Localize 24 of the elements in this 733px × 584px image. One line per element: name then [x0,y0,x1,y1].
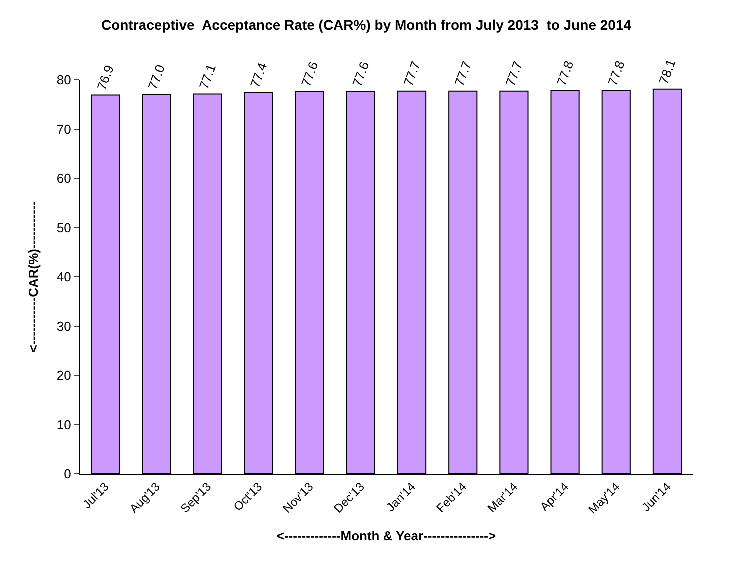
data-label: 77.7 [452,59,474,88]
data-label: 76.9 [94,63,117,92]
data-label: 77.0 [145,62,168,92]
y-tick-label: 40 [56,270,72,285]
data-label: 77.6 [298,60,322,89]
data-label: 77.6 [350,60,372,89]
y-tick-label: 50 [56,220,72,236]
data-label: 77.4 [247,60,270,90]
y-tick-label: 0 [64,466,72,482]
x-axis-title: <-------------Month & Year---------------> [276,528,497,544]
y-tick-label: 30 [56,318,72,334]
data-label: 77.8 [554,58,577,88]
y-tick-label: 10 [56,417,72,432]
data-label: 77.7 [502,59,526,88]
data-label: 77.8 [605,58,628,88]
data-label: 78.1 [656,57,679,86]
data-label: 77.7 [400,59,424,88]
y-tick-label: 60 [56,171,72,186]
y-tick-label: 70 [56,122,72,137]
y-tick-label: 20 [56,368,72,384]
data-label: 77.1 [196,62,220,92]
y-tick-label: 80 [56,72,72,88]
y-axis-title: <-----------CAR(%)----------- [26,201,41,353]
chart-title: Contraceptive Acceptance Rate (CAR%) by Month from July 2013 to June 2014 [101,17,632,34]
